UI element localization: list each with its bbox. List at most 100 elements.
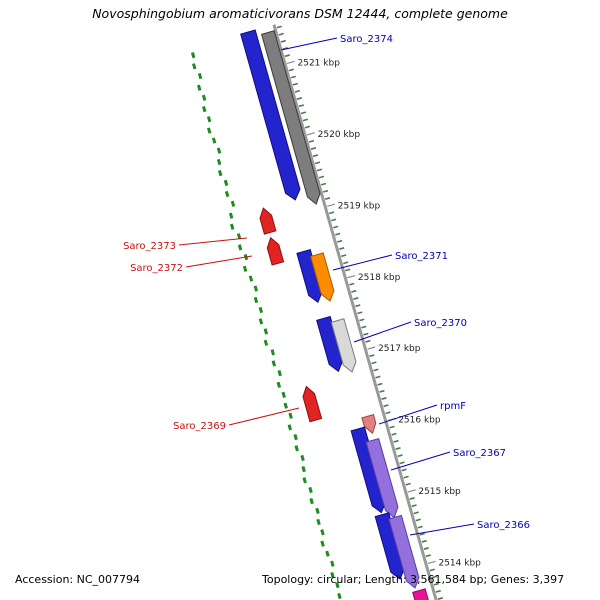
minor-tick <box>369 354 375 358</box>
tick-label-2519: 2519 kbp <box>338 201 381 211</box>
gene-Saro_2371 <box>310 252 335 302</box>
minor-tick <box>411 504 417 508</box>
green-track-dash <box>337 592 342 600</box>
minor-tick <box>391 432 397 436</box>
minor-tick <box>351 289 357 293</box>
minor-tick <box>322 189 329 193</box>
green-track-dash <box>283 402 288 409</box>
green-track-dash <box>316 518 321 526</box>
green-track-dash <box>197 84 202 91</box>
minor-tick <box>373 368 379 372</box>
minor-tick <box>304 125 311 129</box>
minor-tick <box>385 411 391 415</box>
minor-tick <box>302 118 309 122</box>
gene-Saro_2367 <box>365 437 399 519</box>
green-track-dash <box>300 454 305 462</box>
green-track-dash <box>258 318 264 325</box>
minor-tick <box>329 211 335 215</box>
green-track-dash <box>201 94 207 101</box>
green-track-dash <box>320 540 325 547</box>
minor-tick <box>363 332 369 336</box>
gene-label-leader-Saro_2374 <box>280 37 338 51</box>
minor-tick <box>403 475 409 479</box>
minor-tick <box>343 261 349 265</box>
green-track-dash <box>192 63 197 70</box>
gene-Saro_2373 <box>259 207 277 235</box>
green-track-dash <box>308 486 313 494</box>
green-track-dash <box>301 466 306 473</box>
minor-tick <box>397 454 403 458</box>
tick-label-2515: 2515 kbp <box>418 487 461 497</box>
gene-label-Saro_2366: Saro_2366 <box>477 520 530 531</box>
minor-tick <box>312 154 319 158</box>
tick-label-2516: 2516 kbp <box>398 416 441 426</box>
green-track-dash <box>302 477 307 484</box>
genome-backbone <box>272 24 438 600</box>
green-track-dash <box>325 550 330 557</box>
major-tick-2521 <box>286 60 295 65</box>
green-track-dash <box>270 349 275 356</box>
minor-tick <box>337 239 343 243</box>
minor-tick <box>431 575 437 579</box>
minor-tick <box>375 375 381 379</box>
gene-label-leader-Saro_2366 <box>409 523 475 536</box>
gene-label-leader-Saro_2369 <box>228 407 300 426</box>
gene-Saro_2372 <box>266 236 285 266</box>
green-track-dash <box>258 306 264 314</box>
gene-label-leader-Saro_2372 <box>185 255 253 268</box>
minor-tick <box>409 497 415 500</box>
minor-tick <box>310 147 317 150</box>
green-track-dash <box>229 223 235 230</box>
minor-tick <box>339 247 345 250</box>
minor-tick <box>355 304 361 308</box>
minor-tick <box>345 268 351 272</box>
green-track-dash <box>236 233 242 240</box>
gene-label-Saro_2369: Saro_2369 <box>173 421 226 432</box>
minor-tick <box>316 168 323 172</box>
minor-tick <box>401 468 407 472</box>
green-track-dash <box>216 158 222 166</box>
major-tick-2519 <box>327 203 336 207</box>
green-track-dash <box>190 52 196 59</box>
green-track-dash <box>197 72 203 80</box>
green-track-dash <box>271 360 277 367</box>
gene-unlabeled-0 <box>240 29 301 201</box>
minor-tick <box>419 532 425 536</box>
major-tick-2515 <box>407 489 416 493</box>
minor-tick <box>276 25 282 29</box>
green-track-dash <box>263 328 269 335</box>
gene-rpmF <box>361 413 377 435</box>
minor-tick <box>417 525 423 529</box>
minor-tick <box>437 597 444 600</box>
minor-tick <box>288 68 294 72</box>
gene-label-leader-Saro_2367 <box>390 451 451 471</box>
green-track-dash <box>253 285 259 292</box>
minor-tick <box>341 254 347 258</box>
minor-tick <box>415 518 421 522</box>
minor-tick <box>290 75 296 79</box>
green-track-dash <box>309 498 314 505</box>
major-tick-2517 <box>367 346 376 350</box>
green-track-dash <box>320 529 325 536</box>
minor-tick <box>280 39 286 43</box>
tick-label-2514: 2514 kbp <box>438 558 481 568</box>
gene-Saro_2370 <box>330 318 357 373</box>
minor-tick <box>300 111 307 115</box>
green-track-dash <box>248 275 254 282</box>
tick-label-2517: 2517 kbp <box>378 344 421 354</box>
gene-label-Saro_2373: Saro_2373 <box>123 241 176 252</box>
gene-label-Saro_2374: Saro_2374 <box>340 34 393 45</box>
green-track-dash <box>293 434 298 441</box>
major-tick-2514 <box>427 560 436 565</box>
green-track-dash <box>330 560 335 567</box>
gene-Saro_2374 <box>260 30 321 205</box>
green-track-dash <box>242 265 248 272</box>
minor-tick <box>389 425 395 429</box>
green-track-dash <box>294 445 299 452</box>
gene-label-leader-rpmF <box>378 404 438 425</box>
minor-tick <box>433 582 439 586</box>
minor-tick <box>413 511 419 515</box>
minor-tick <box>296 97 303 100</box>
gene-label-leader-Saro_2371 <box>332 254 393 271</box>
